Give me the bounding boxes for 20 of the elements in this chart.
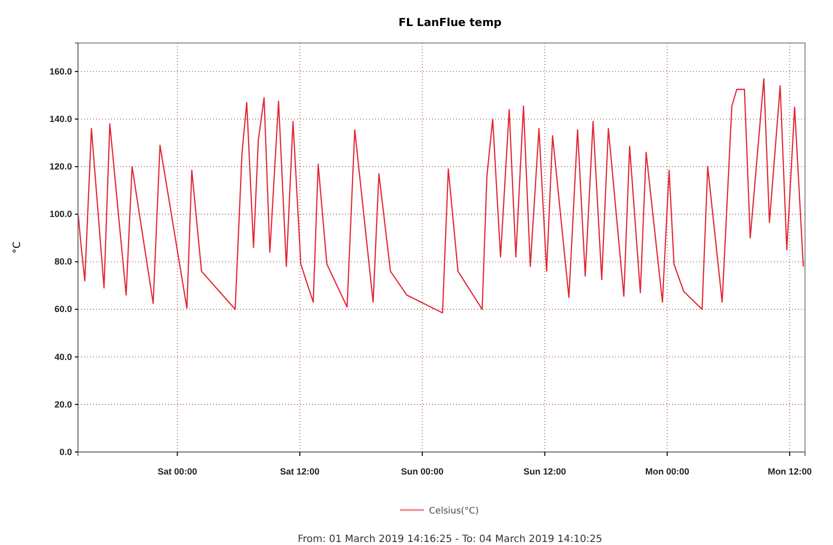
x-tick-label: Sat 12:00 xyxy=(280,466,320,476)
line-series xyxy=(78,78,804,314)
x-tick-label: Mon 00:00 xyxy=(645,466,690,476)
text: From: 01 March 2019 14:16:25 - To: 04 March 2019 14:10:25 xyxy=(298,534,602,545)
y-tick-label: 100.0 xyxy=(49,209,72,220)
y-tick-label: 160.0 xyxy=(49,66,72,76)
y-tick-label: 140.0 xyxy=(49,114,72,124)
x-tick-label: Sat 00:00 xyxy=(158,466,198,476)
y-tick-label: 20.0 xyxy=(54,399,72,410)
y-tick-label: 0.0 xyxy=(59,446,72,457)
y-tick-label: 40.0 xyxy=(54,352,72,362)
x-tick-label: Sun 12:00 xyxy=(523,466,566,476)
x-tick-label: Sun 00:00 xyxy=(401,466,444,476)
y-tick-label: 120.0 xyxy=(49,162,72,172)
y-tick-label: 80.0 xyxy=(54,256,72,267)
y-tick-label: 60.0 xyxy=(54,304,72,314)
legend-label: Celsius(°C) xyxy=(429,506,479,516)
y-axis-title: °C xyxy=(12,241,23,254)
x-tick-label: Mon 12:00 xyxy=(768,466,812,476)
chart-title: FL LanFlue temp xyxy=(398,16,502,29)
